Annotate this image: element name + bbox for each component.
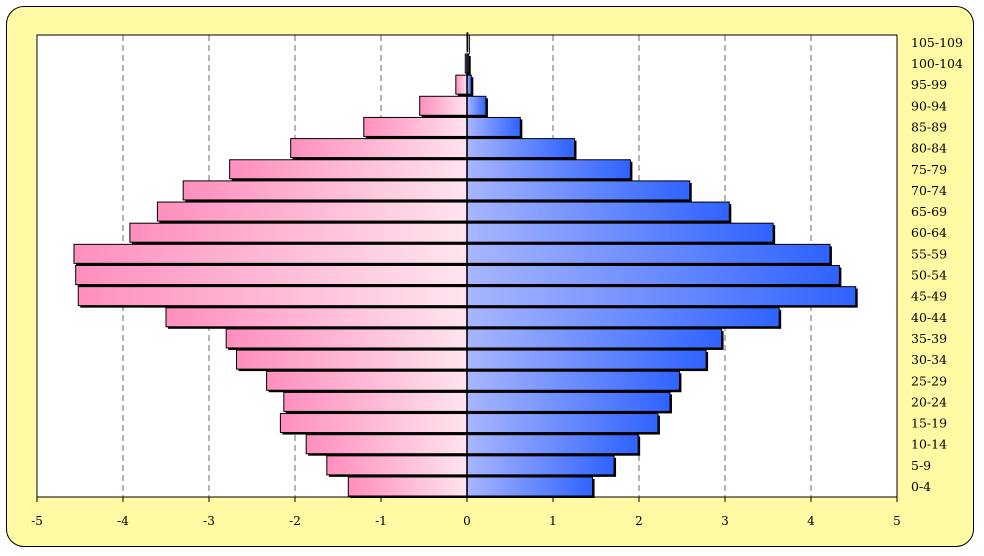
category-label: 80-84 — [911, 141, 947, 156]
category-label: 40-44 — [911, 310, 947, 325]
bar-left-5-9 — [326, 455, 468, 476]
bar-right-55-59 — [466, 243, 831, 264]
category-label: 10-14 — [911, 437, 947, 452]
bar-right-20-24 — [466, 391, 671, 412]
bar-left-70-74 — [182, 180, 468, 201]
bar-right-5-9 — [466, 455, 615, 476]
bar-right-75-79 — [466, 159, 631, 180]
category-label: 100-104 — [911, 56, 963, 71]
bar-left-25-29 — [266, 370, 468, 391]
category-label: 20-24 — [911, 394, 947, 409]
category-label: 35-39 — [911, 331, 947, 346]
bar-left-95-99 — [455, 74, 468, 95]
x-tick-label: 0 — [463, 514, 471, 528]
bar-left-30-34 — [236, 349, 468, 370]
category-label: 60-64 — [911, 225, 947, 240]
category-label: 50-54 — [911, 268, 947, 283]
x-tick-label: 2 — [635, 514, 643, 528]
bar-left-50-54 — [75, 265, 468, 285]
category-label: 0-4 — [911, 479, 931, 494]
bar-right-45-49 — [466, 286, 857, 307]
x-tick-label: -3 — [203, 514, 215, 528]
category-label: 65-69 — [911, 204, 947, 219]
category-label: 30-34 — [911, 352, 947, 367]
bar-right-25-29 — [466, 370, 680, 391]
bar-left-0-4 — [347, 476, 468, 497]
category-label: 15-19 — [911, 416, 947, 431]
x-tick-label: -4 — [117, 514, 129, 528]
bar-left-55-59 — [73, 243, 468, 264]
bar-right-35-39 — [466, 328, 723, 349]
bar-right-10-14 — [466, 434, 639, 455]
bar-left-10-14 — [305, 434, 468, 455]
category-label: 55-59 — [911, 246, 947, 261]
bar-right-105-109 — [466, 32, 469, 53]
bar-left-15-19 — [279, 413, 468, 434]
bar-left-65-69 — [156, 201, 468, 222]
category-label: 5-9 — [911, 458, 931, 473]
bar-shadow — [469, 34, 470, 54]
bar-left-75-79 — [229, 159, 468, 180]
x-tick-label: -2 — [289, 514, 301, 528]
bar-right-30-34 — [466, 349, 707, 370]
bar-left-20-24 — [283, 391, 468, 412]
category-label: 90-94 — [911, 98, 947, 113]
bar-left-85-89 — [363, 116, 468, 137]
category-label: 70-74 — [911, 183, 947, 198]
category-label: 85-89 — [911, 119, 947, 134]
x-tick-label: 4 — [807, 514, 815, 528]
bar-right-80-84 — [466, 138, 575, 159]
bar-shadow — [469, 56, 471, 75]
x-tick-label: 1 — [549, 514, 557, 528]
bar-right-50-54 — [466, 265, 840, 285]
bar-right-85-89 — [466, 116, 521, 137]
bar-right-65-69 — [466, 201, 730, 222]
bar-left-40-44 — [165, 307, 468, 328]
x-tick-label: 3 — [721, 514, 729, 528]
bar-right-90-94 — [466, 95, 487, 116]
category-label: 25-29 — [911, 373, 947, 388]
bar-left-60-64 — [129, 222, 468, 243]
category-label: 105-109 — [911, 35, 963, 50]
bar-right-60-64 — [466, 222, 774, 243]
bar-right-40-44 — [466, 307, 780, 328]
bar-right-0-4 — [466, 476, 594, 497]
x-tick-label: -1 — [375, 514, 387, 528]
bar-left-90-94 — [419, 95, 468, 116]
bar-right-15-19 — [466, 413, 659, 434]
bar-right-70-74 — [466, 180, 691, 201]
bar-left-80-84 — [290, 138, 468, 159]
bar-left-45-49 — [77, 286, 468, 307]
category-label: 75-79 — [911, 162, 947, 177]
category-label: 95-99 — [911, 77, 947, 92]
x-tick-label: -5 — [31, 514, 43, 528]
bar-left-35-39 — [225, 328, 468, 349]
category-label: 45-49 — [911, 289, 947, 304]
x-tick-label: 5 — [893, 514, 901, 528]
